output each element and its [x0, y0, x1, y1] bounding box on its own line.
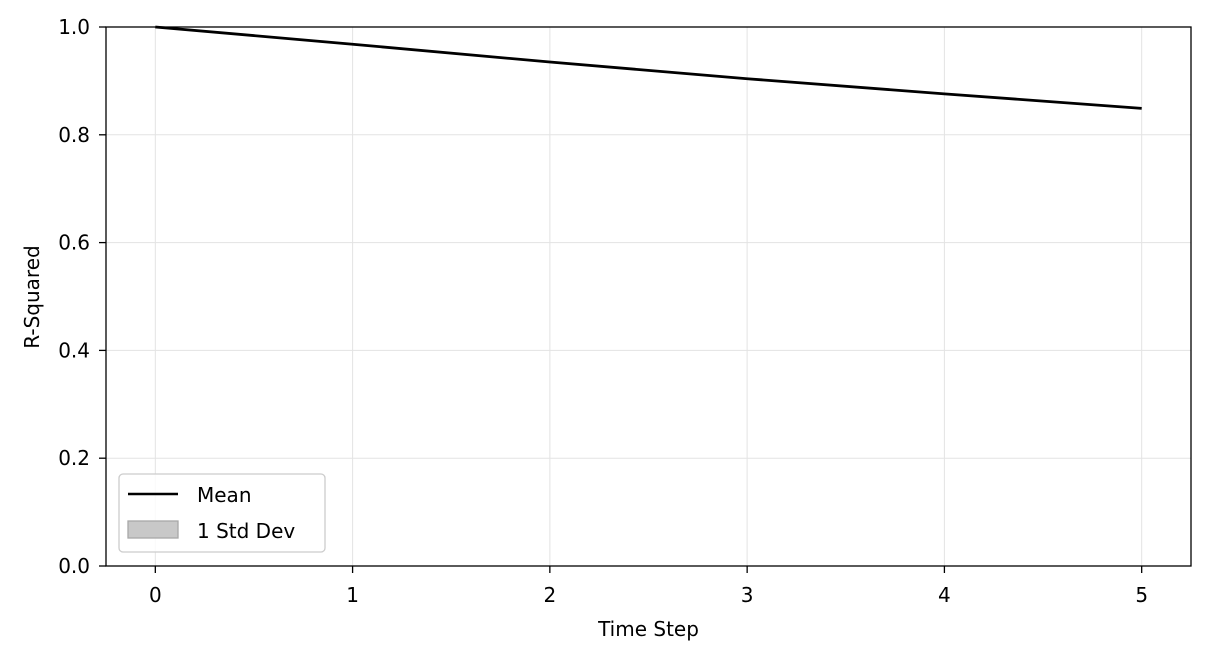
x-tick-label: 4	[938, 583, 951, 607]
legend-std-dev-label: 1 Std Dev	[197, 519, 295, 543]
legend-std-dev-swatch	[127, 520, 179, 539]
x-axis-ticks: 0 1 2 3 4 5	[149, 566, 1148, 607]
y-axis-ticks: 0.0 0.2 0.4 0.6 0.8 1.0	[58, 15, 106, 578]
x-axis-label: Time Step	[597, 617, 699, 641]
mean-line	[155, 25, 1142, 110]
legend: Mean 1 Std Dev	[118, 473, 326, 553]
y-tick-label: 0.4	[58, 338, 90, 362]
plot-frame	[105, 26, 1192, 567]
y-axis-label: R-Squared	[20, 245, 44, 348]
x-tick-label: 1	[346, 583, 359, 607]
y-tick-label: 0.6	[58, 231, 90, 255]
y-tick-label: 0.0	[58, 554, 90, 578]
x-tick-label: 0	[149, 583, 162, 607]
y-tick-label: 1.0	[58, 15, 90, 39]
legend-mean-label: Mean	[197, 483, 252, 507]
x-tick-label: 2	[543, 583, 556, 607]
x-tick-label: 5	[1135, 583, 1148, 607]
y-tick-label: 0.2	[58, 446, 90, 470]
y-tick-label: 0.8	[58, 123, 90, 147]
x-tick-label: 3	[741, 583, 754, 607]
